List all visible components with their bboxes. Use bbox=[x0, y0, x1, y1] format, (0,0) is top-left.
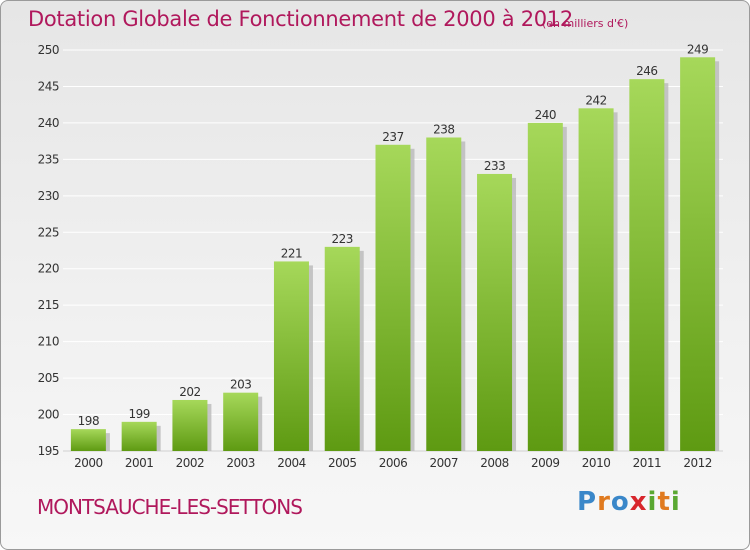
logo-letter: o bbox=[610, 487, 630, 517]
y-axis-ticks: 195 200 205 210 215 220 225 230 235 240 245 250 bbox=[38, 43, 60, 458]
x-tick-label-2006: 2006 bbox=[379, 456, 408, 470]
bar-2000 bbox=[70, 429, 106, 451]
y-tick-label: 205 bbox=[38, 371, 59, 385]
x-tick-label-2007: 2007 bbox=[429, 456, 458, 470]
value-label-2002: 202 bbox=[179, 385, 200, 399]
value-label-2004: 221 bbox=[281, 246, 302, 260]
x-tick-label-2001: 2001 bbox=[125, 456, 154, 470]
bar-2006 bbox=[375, 144, 411, 452]
x-tick-label-2004: 2004 bbox=[277, 456, 306, 470]
value-label-2010: 242 bbox=[585, 93, 606, 107]
logo-letter: i bbox=[647, 487, 658, 517]
logo-letter: t bbox=[657, 487, 671, 517]
x-tick-label-2000: 2000 bbox=[74, 456, 103, 470]
y-tick-label: 210 bbox=[38, 335, 59, 349]
bar-2002 bbox=[172, 399, 208, 451]
y-tick-label: 240 bbox=[38, 116, 59, 130]
bar-2007 bbox=[426, 137, 462, 451]
bar-2005 bbox=[324, 246, 360, 451]
x-tick-label-2011: 2011 bbox=[633, 456, 662, 470]
value-label-2012: 249 bbox=[687, 42, 708, 56]
x-axis-ticks: 2000 2001 2002 2003 2004 2005 2006 2007 2008 2009… bbox=[74, 456, 712, 470]
value-label-2005: 223 bbox=[332, 232, 353, 246]
y-tick-label: 250 bbox=[38, 43, 59, 57]
x-tick-label-2012: 2012 bbox=[683, 456, 712, 470]
y-tick-label: 195 bbox=[38, 444, 59, 458]
value-label-2000: 198 bbox=[78, 414, 99, 428]
value-label-2009: 240 bbox=[535, 108, 556, 122]
value-label-2001: 199 bbox=[128, 407, 149, 421]
commune-name: MONTSAUCHE-LES-SETTONS bbox=[37, 495, 303, 519]
x-tick-label-2002: 2002 bbox=[176, 456, 205, 470]
value-label-2011: 246 bbox=[636, 64, 657, 78]
x-tick-label-2010: 2010 bbox=[582, 456, 611, 470]
bar-2009 bbox=[527, 122, 563, 451]
x-tick-label-2005: 2005 bbox=[328, 456, 357, 470]
bar-2012 bbox=[680, 57, 716, 452]
value-label-2003: 203 bbox=[230, 378, 251, 392]
x-tick-label-2003: 2003 bbox=[226, 456, 255, 470]
chart-unit-note: (en milliers d'€) bbox=[542, 17, 629, 30]
bar-2011 bbox=[629, 79, 665, 451]
bar-2010 bbox=[578, 108, 614, 451]
logo-letter: i bbox=[670, 487, 681, 517]
value-labels: 198 199 202 203 221 223 237 238 233 240 242 246 249 bbox=[78, 42, 709, 428]
value-label-2007: 238 bbox=[433, 122, 454, 136]
logo-letter: x bbox=[629, 487, 648, 517]
chart-title: Dotation Globale de Fonctionnement de 20… bbox=[28, 7, 573, 31]
bar-2004 bbox=[273, 261, 309, 451]
bar-2008 bbox=[477, 173, 513, 452]
value-label-2008: 233 bbox=[484, 159, 505, 173]
bar-2001 bbox=[121, 421, 157, 451]
bar-2003 bbox=[223, 392, 259, 451]
y-tick-label: 245 bbox=[38, 79, 59, 93]
proxiti-logo: Proxiti bbox=[577, 487, 681, 517]
bars bbox=[70, 57, 720, 452]
y-tick-label: 235 bbox=[38, 152, 59, 166]
y-tick-label: 225 bbox=[38, 225, 59, 239]
y-tick-label: 220 bbox=[38, 262, 59, 276]
y-tick-label: 215 bbox=[38, 298, 59, 312]
y-tick-label: 230 bbox=[38, 189, 59, 203]
x-tick-label-2009: 2009 bbox=[531, 456, 560, 470]
y-tick-label: 200 bbox=[38, 408, 59, 422]
logo-letter: P bbox=[577, 487, 598, 517]
value-label-2006: 237 bbox=[382, 130, 403, 144]
logo-letter: r bbox=[597, 487, 611, 517]
x-tick-label-2008: 2008 bbox=[480, 456, 509, 470]
